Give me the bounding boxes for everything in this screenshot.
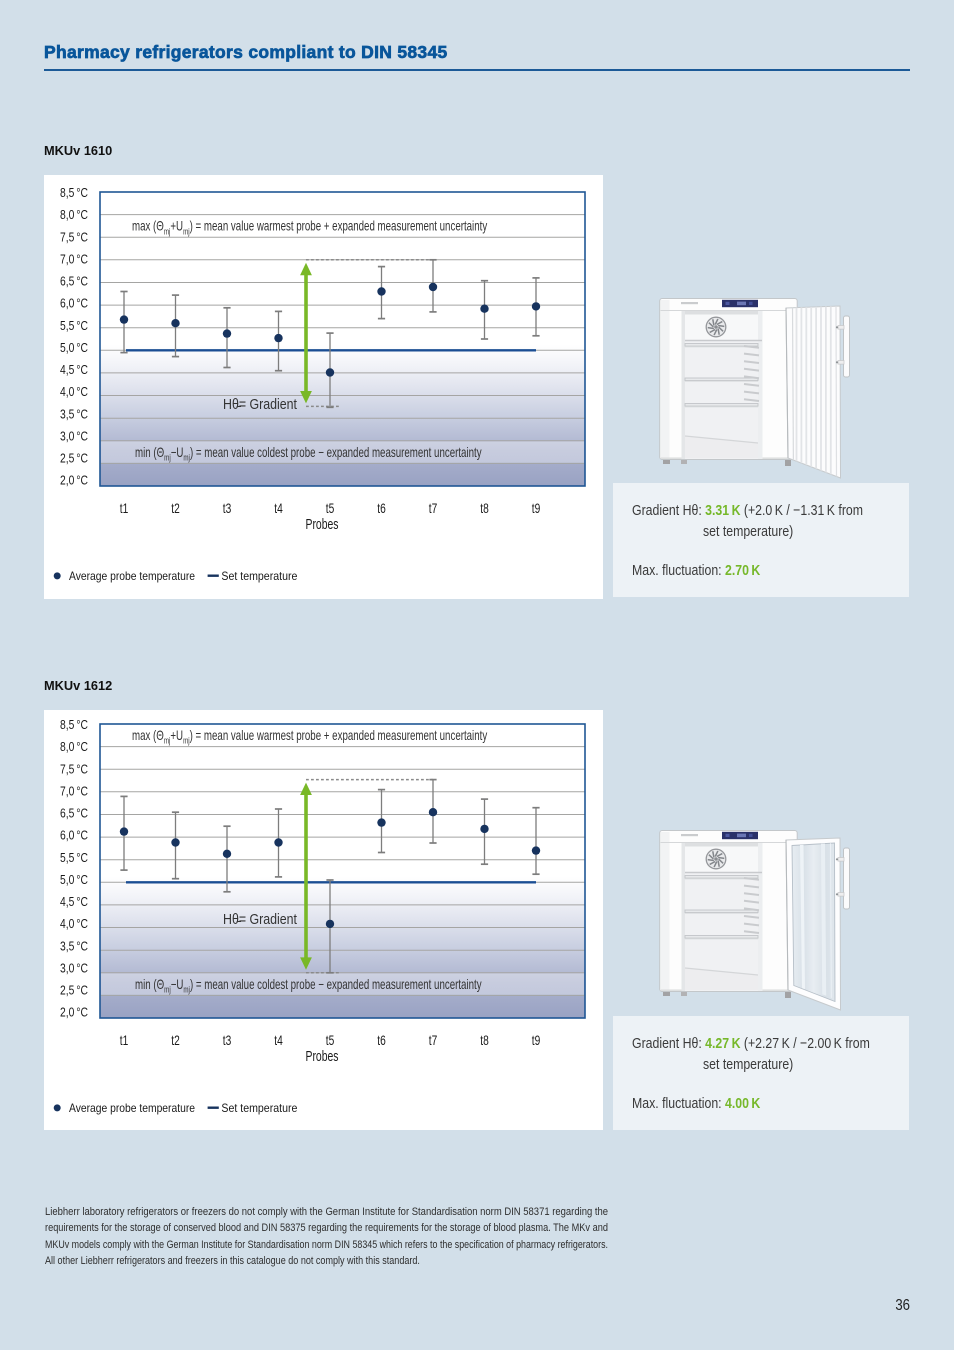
svg-text:3,5 °C: 3,5 °C [60,406,88,421]
svg-text:Average probe temperature: Average probe temperature [69,1101,195,1115]
svg-text:2,0 °C: 2,0 °C [60,1005,88,1020]
svg-text:t5: t5 [326,1033,335,1048]
svg-text:Set temperature: Set temperature [221,1101,297,1115]
svg-text:3,0 °C: 3,0 °C [60,428,88,443]
svg-text:t8: t8 [480,501,489,516]
svg-text:Hθ̵= Gradient: Hθ̵= Gradient [223,397,297,413]
svg-text:t7: t7 [429,1033,438,1048]
svg-text:t9: t9 [532,501,541,516]
svg-text:t6: t6 [377,1033,386,1048]
svg-text:5,0 °C: 5,0 °C [60,872,88,887]
svg-text:2,5 °C: 2,5 °C [60,451,88,466]
svg-text:Probes: Probes [306,1048,339,1065]
svg-text:5,5 °C: 5,5 °C [60,850,88,865]
svg-text:max (Θmj+Umj) = mean value wa: max (Θmj+Umj) = mean value warmest probe… [132,218,487,237]
svg-text:2,0 °C: 2,0 °C [60,473,88,488]
svg-text:7,5 °C: 7,5 °C [60,229,88,244]
svg-text:6,0 °C: 6,0 °C [60,828,88,843]
svg-text:8,5 °C: 8,5 °C [60,185,88,200]
svg-text:t4: t4 [274,501,283,516]
svg-text:5,0 °C: 5,0 °C [60,340,88,355]
svg-text:4,0 °C: 4,0 °C [60,384,88,399]
svg-text:4,5 °C: 4,5 °C [60,894,88,909]
svg-text:3,5 °C: 3,5 °C [60,938,88,953]
svg-text:6,5 °C: 6,5 °C [60,806,88,821]
svg-text:Average probe temperature: Average probe temperature [69,569,195,583]
svg-text:8,0 °C: 8,0 °C [60,739,88,754]
svg-text:Set temperature: Set temperature [221,569,297,583]
svg-text:min (Θmj−Umj) = mean value col: min (Θmj−Umj) = mean value coldest probe… [135,444,482,463]
svg-text:t3: t3 [223,501,232,516]
svg-text:4,0 °C: 4,0 °C [60,916,88,931]
svg-text:3,0 °C: 3,0 °C [60,960,88,975]
svg-text:8,0 °C: 8,0 °C [60,207,88,222]
svg-text:Hθ̵= Gradient: Hθ̵= Gradient [223,912,297,928]
svg-text:4,5 °C: 4,5 °C [60,362,88,377]
svg-text:min (Θmj−Umj) = mean value col: min (Θmj−Umj) = mean value coldest probe… [135,976,482,995]
svg-text:t1: t1 [120,501,129,516]
svg-text:6,0 °C: 6,0 °C [60,296,88,311]
svg-text:7,5 °C: 7,5 °C [60,761,88,776]
svg-text:7,0 °C: 7,0 °C [60,784,88,799]
svg-text:t9: t9 [532,1033,541,1048]
svg-text:7,0 °C: 7,0 °C [60,252,88,267]
svg-text:t1: t1 [120,1033,129,1048]
svg-text:t4: t4 [274,1033,283,1048]
svg-text:t7: t7 [429,501,438,516]
svg-text:t3: t3 [223,1033,232,1048]
svg-text:t5: t5 [326,501,335,516]
svg-text:8,5 °C: 8,5 °C [60,717,88,732]
svg-text:t2: t2 [171,1033,180,1048]
svg-text:5,5 °C: 5,5 °C [60,318,88,333]
svg-text:max (Θmj+Umj) = mean value wa: max (Θmj+Umj) = mean value warmest probe… [132,727,487,746]
svg-text:6,5 °C: 6,5 °C [60,274,88,289]
svg-text:t8: t8 [480,1033,489,1048]
svg-text:Probes: Probes [306,516,339,533]
svg-text:t6: t6 [377,501,386,516]
svg-text:t2: t2 [171,501,180,516]
svg-text:2,5 °C: 2,5 °C [60,983,88,998]
